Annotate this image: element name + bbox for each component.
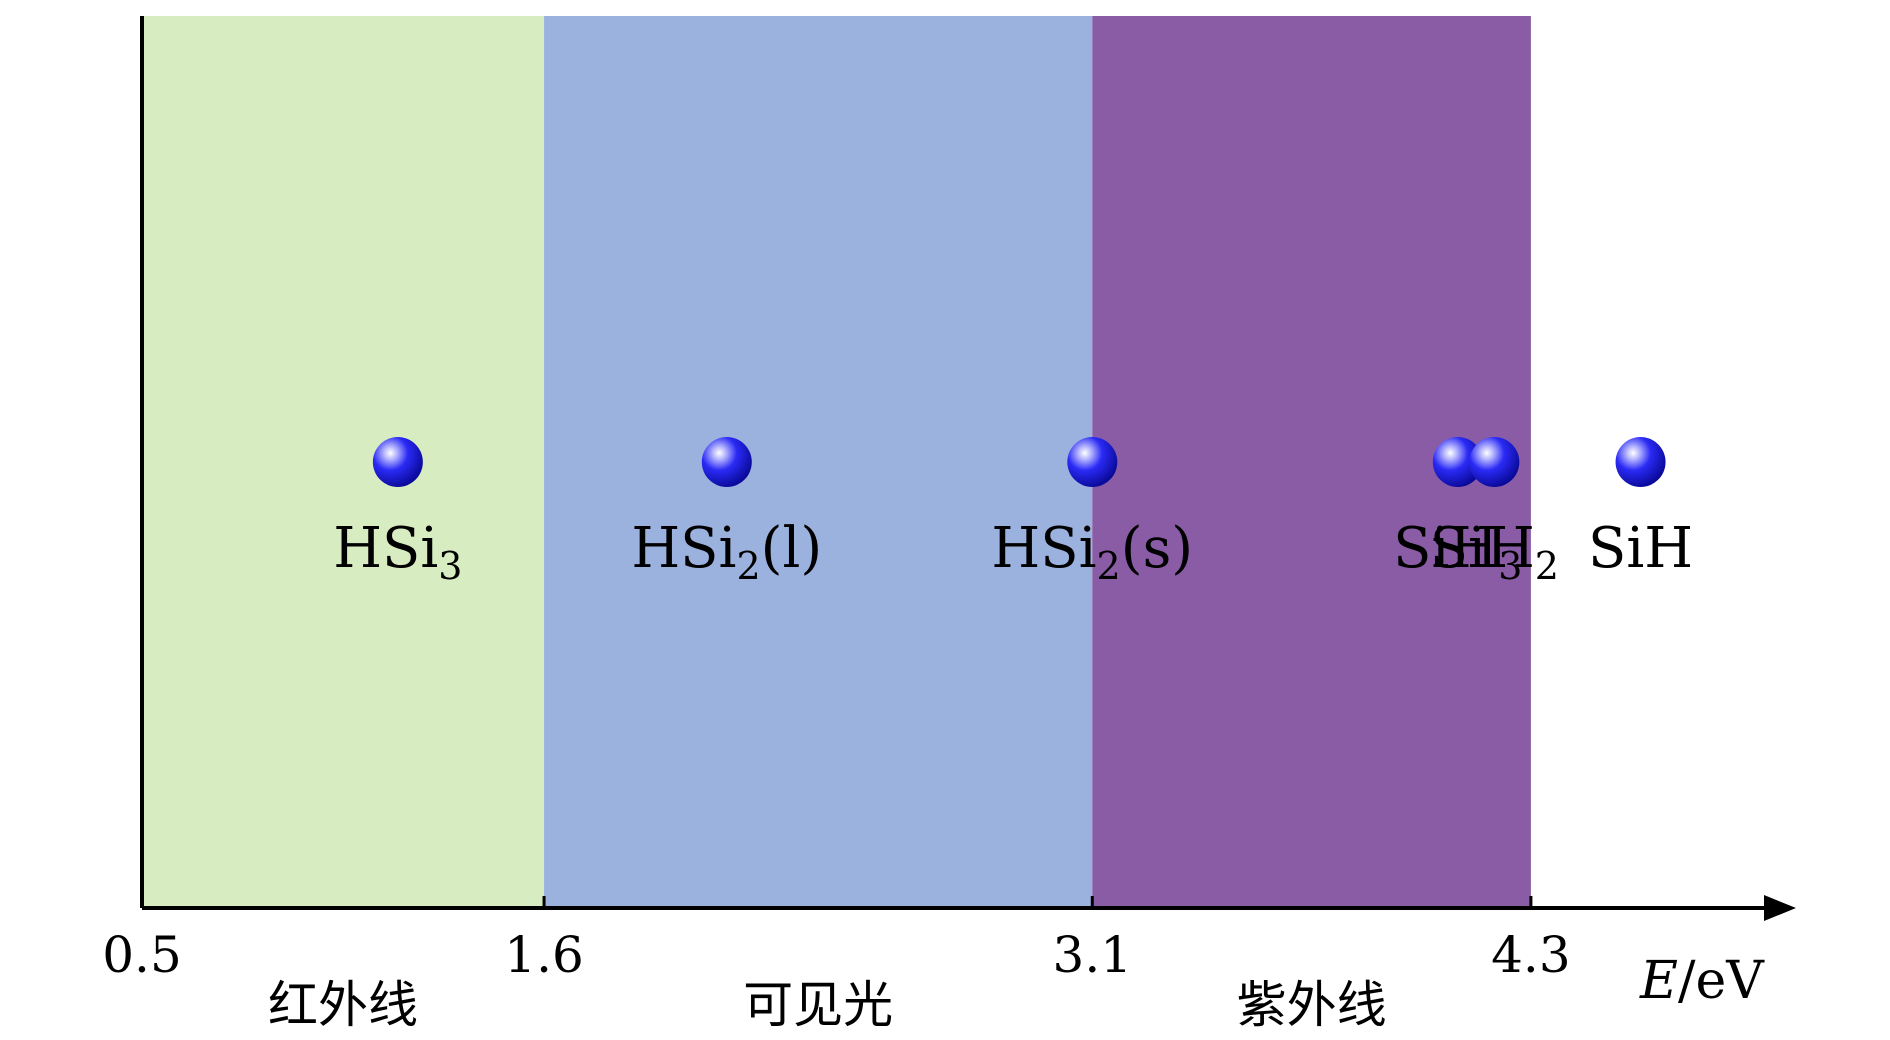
axes bbox=[140, 16, 1796, 921]
point-label-5: SiH bbox=[1588, 516, 1693, 581]
tick-label-3: 4.3 bbox=[1491, 926, 1571, 984]
point-label-0: HSi3 bbox=[333, 516, 462, 588]
data-points bbox=[372, 437, 1666, 487]
data-point-2 bbox=[1067, 437, 1118, 487]
x-axis-title: E/eV bbox=[1639, 951, 1765, 1011]
x-axis-ticks: 0.5 1.6 3.1 4.3 bbox=[102, 896, 1571, 984]
point-label-1: HSi2(l) bbox=[631, 516, 822, 588]
data-point-1 bbox=[701, 437, 752, 487]
data-point-3 bbox=[1432, 437, 1483, 487]
point-label-3: SiH3 bbox=[1393, 516, 1522, 588]
spectrum-regions bbox=[142, 16, 1531, 908]
tick-label-1: 1.6 bbox=[504, 926, 584, 984]
point-label-4: SiH2 bbox=[1430, 516, 1559, 588]
region-label-1: 可见光 bbox=[743, 976, 893, 1034]
region-label-0: 红外线 bbox=[268, 976, 418, 1034]
point-label-2: HSi2(s) bbox=[991, 516, 1193, 588]
region-labels: 红外线 可见光 紫外线 bbox=[268, 976, 1387, 1034]
x-axis-arrow bbox=[1764, 895, 1796, 921]
region-label-2: 紫外线 bbox=[1237, 976, 1387, 1034]
region-band-1 bbox=[544, 16, 1093, 908]
region-band-0 bbox=[142, 16, 545, 908]
data-point-0 bbox=[372, 437, 423, 487]
tick-label-0: 0.5 bbox=[102, 926, 182, 984]
data-point-4 bbox=[1469, 437, 1520, 487]
data-point-5 bbox=[1615, 437, 1666, 487]
tick-label-2: 3.1 bbox=[1053, 926, 1133, 984]
